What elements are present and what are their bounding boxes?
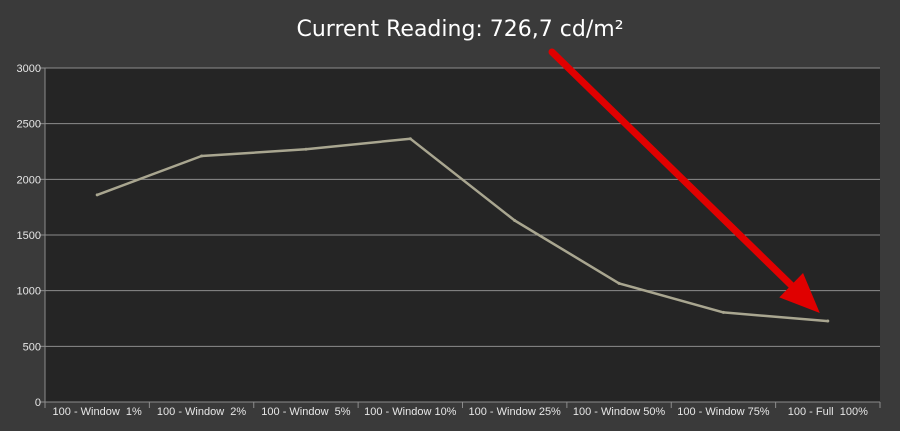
y-axis: 0 500 1000 1500 2000 2500 3000 bbox=[17, 63, 46, 409]
data-point bbox=[95, 193, 99, 197]
data-point bbox=[200, 154, 204, 158]
y-tick-label: 500 bbox=[23, 341, 41, 353]
x-tick-label: 100 - Window 5% bbox=[261, 406, 350, 418]
chart-title: Current Reading: 726,7 cd/m² bbox=[296, 17, 623, 42]
x-tick-label: 100 - Window 1% bbox=[53, 406, 142, 418]
series-layer bbox=[95, 137, 830, 323]
y-tick-label: 0 bbox=[35, 397, 41, 409]
y-tick-label: 3000 bbox=[17, 63, 41, 75]
annotation-layer bbox=[548, 48, 820, 314]
data-point bbox=[408, 137, 412, 141]
y-tick-label: 1000 bbox=[17, 286, 41, 298]
y-tick-label: 2500 bbox=[17, 119, 41, 131]
x-tick-label: 100 - Window 25% bbox=[469, 406, 562, 418]
x-axis: 100 - Window 1% 100 - Window 2% 100 - Wind… bbox=[44, 402, 881, 418]
arrow-head bbox=[779, 272, 820, 314]
data-point bbox=[513, 219, 517, 223]
series-line bbox=[96, 137, 828, 323]
data-point bbox=[617, 281, 621, 285]
x-tick-label: 100 - Window 50% bbox=[573, 406, 666, 418]
data-point bbox=[304, 147, 308, 151]
data-point bbox=[721, 310, 725, 314]
y-tick-label: 2000 bbox=[17, 174, 41, 186]
y-tick-label: 1500 bbox=[17, 230, 41, 242]
x-tick-label: 100 - Window 75% bbox=[677, 406, 770, 418]
x-tick-label: 100 - Window 10% bbox=[364, 406, 457, 418]
x-tick-label: 100 - Full 100% bbox=[788, 406, 868, 418]
data-point bbox=[826, 319, 830, 323]
arrow-shaft bbox=[548, 48, 798, 292]
x-tick-label: 100 - Window 2% bbox=[157, 406, 246, 418]
